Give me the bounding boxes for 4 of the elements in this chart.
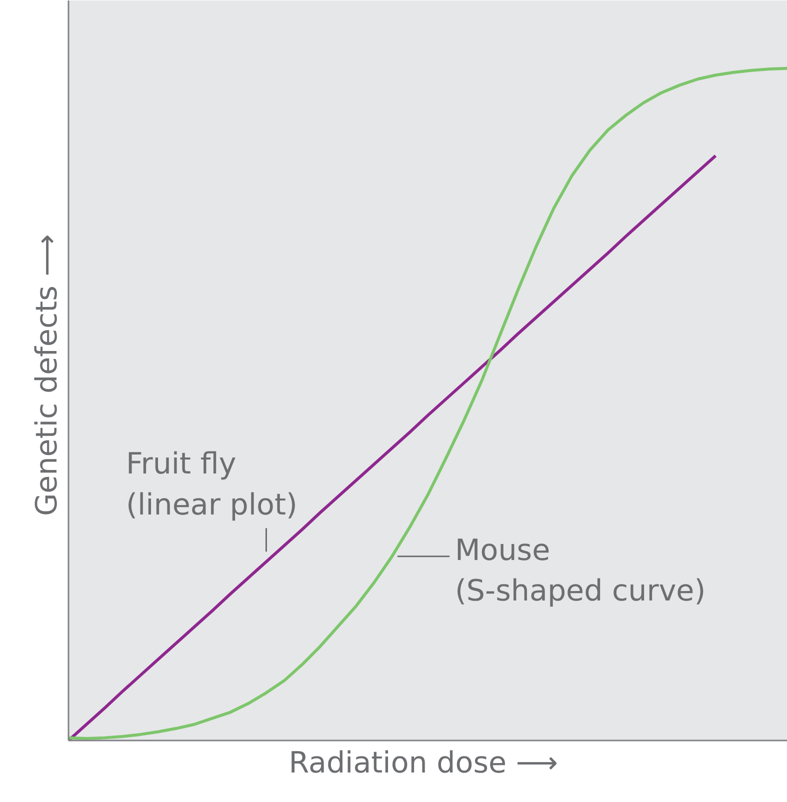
x-axis-title: Radiation dose ⟶ bbox=[288, 746, 558, 780]
y-axis-title: Genetic defects ⟶ bbox=[30, 234, 64, 516]
series-label: Mouse (S-shaped curve) bbox=[454, 532, 706, 608]
series-label: Fruit fly (linear plot) bbox=[126, 446, 298, 522]
